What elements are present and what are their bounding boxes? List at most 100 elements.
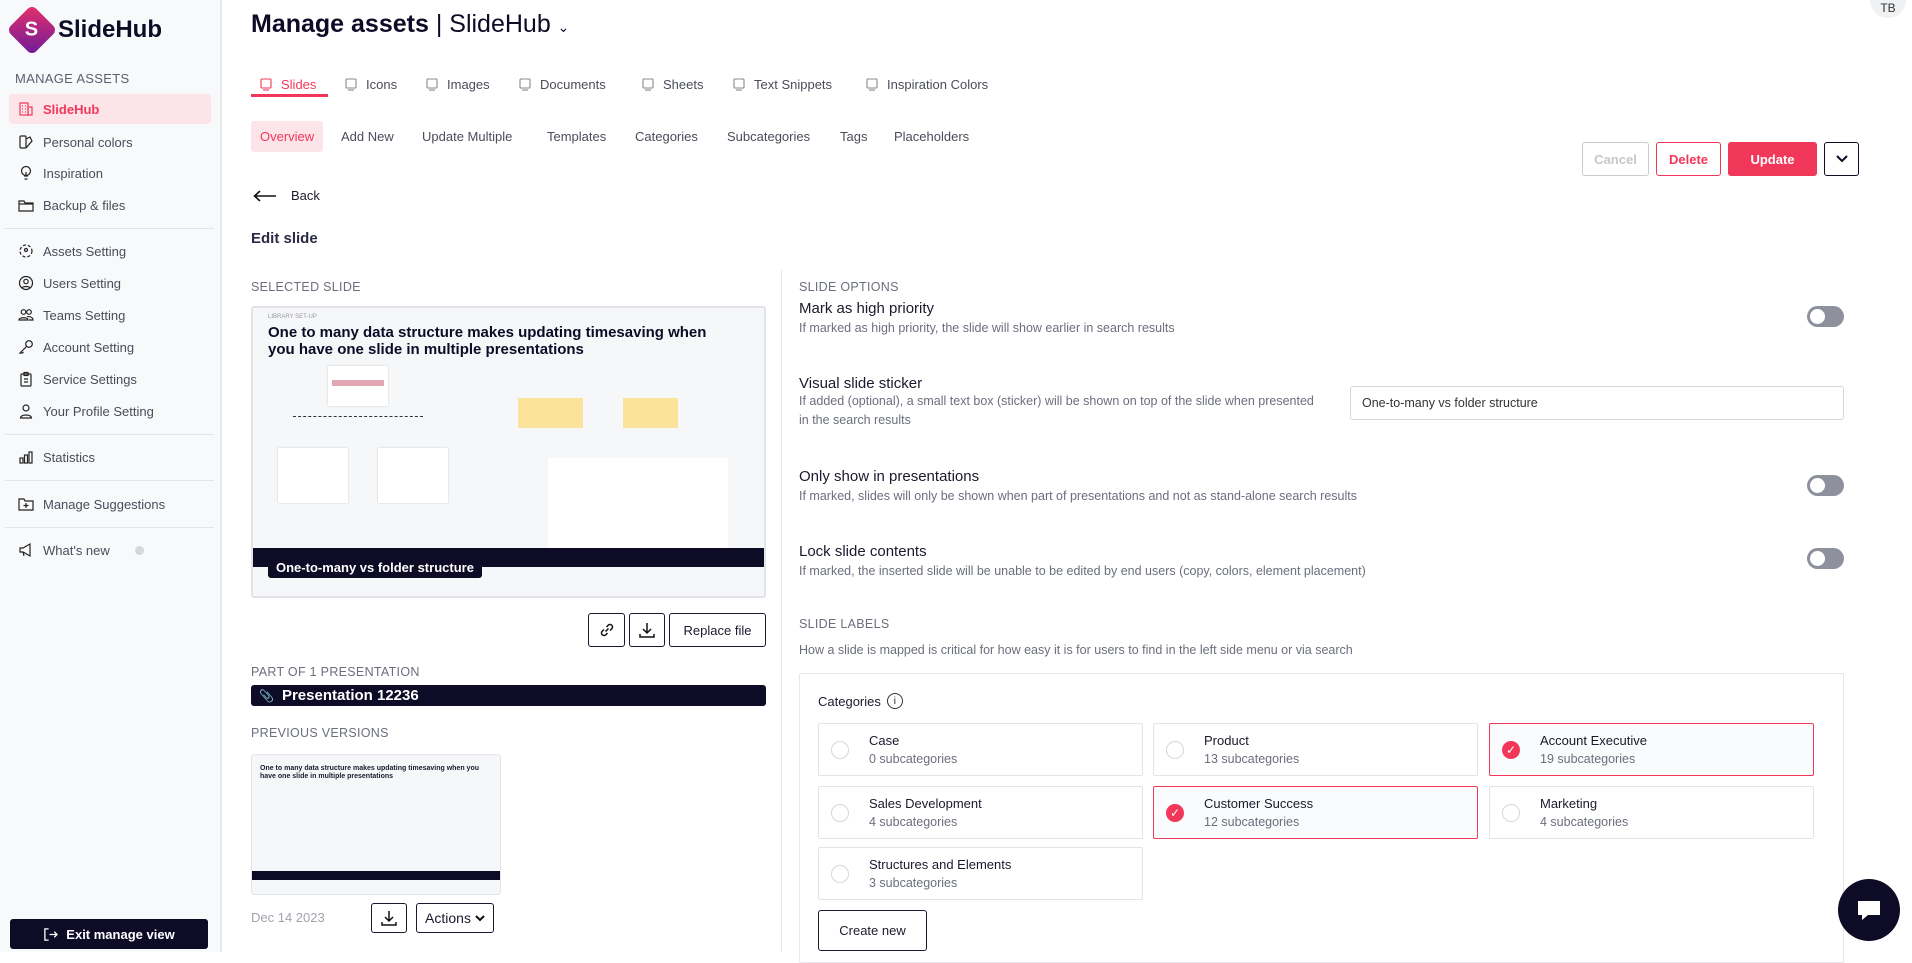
more-actions-button[interactable]	[1824, 142, 1859, 176]
category-card[interactable]: Product 13 subcategories	[1153, 723, 1478, 776]
sidebar: S SlideHub MANAGE ASSETS SlideHub Persona…	[0, 0, 222, 952]
section-title: MANAGE ASSETS	[15, 71, 130, 86]
option-description: If added (optional), a small text box (s…	[799, 394, 1314, 427]
subtab-add-new[interactable]: Add New	[341, 129, 394, 144]
arrow-left-icon	[253, 189, 276, 202]
sidebar-item-assets-setting[interactable]: Assets Setting	[9, 236, 211, 266]
previous-versions-label: PREVIOUS VERSIONS	[251, 726, 389, 740]
tab-sheets[interactable]: Sheets	[641, 72, 703, 96]
exit-manage-view-button[interactable]: Exit manage view	[10, 919, 208, 949]
presentation-link[interactable]: 📎 Presentation 12236	[251, 685, 766, 706]
high-priority-toggle[interactable]	[1807, 306, 1844, 327]
subtab-tags[interactable]: Tags	[840, 129, 868, 144]
subtab-subcategories[interactable]: Subcategories	[727, 129, 811, 144]
only-in-presentations-toggle[interactable]	[1807, 475, 1844, 496]
subtab-templates[interactable]: Templates	[547, 129, 607, 144]
category-card[interactable]: Sales Development 4 subcategories	[818, 786, 1143, 839]
lock-contents-toggle[interactable]	[1807, 548, 1844, 569]
user-icon	[19, 404, 33, 419]
slide-options-label: SLIDE OPTIONS	[799, 280, 899, 294]
slide-sticker: One-to-many vs folder structure	[268, 557, 482, 578]
building-icon	[19, 102, 33, 116]
palette-icon	[866, 78, 878, 91]
option-title: Mark as high priority	[799, 300, 935, 317]
subtab-placeholders[interactable]: Placeholders	[894, 129, 970, 144]
info-icon[interactable]: i	[886, 693, 903, 709]
sidebar-item-backup-files[interactable]: Backup & files	[9, 190, 211, 220]
option-title: Lock slide contents	[799, 543, 927, 560]
avatar[interactable]: TB	[1870, 0, 1906, 18]
create-category-button[interactable]: Create new	[818, 910, 927, 951]
radio-icon[interactable]	[1166, 741, 1184, 759]
checked-radio-icon[interactable]: ✓	[1166, 804, 1184, 822]
option-description: If marked, slides will only be shown whe…	[799, 489, 1357, 503]
radio-icon[interactable]	[831, 741, 849, 759]
sidebar-item-users-setting[interactable]: Users Setting	[9, 268, 211, 298]
sidebar-item-account-setting[interactable]: Account Setting	[9, 332, 211, 362]
replace-file-button[interactable]: Replace file	[669, 613, 766, 647]
sidebar-item-your-profile-setting[interactable]: Your Profile Setting	[9, 396, 211, 426]
option-title: Only show in presentations	[799, 468, 980, 485]
sidebar-item-teams-setting[interactable]: Teams Setting	[9, 300, 211, 330]
tab-documents[interactable]: Documents	[518, 72, 606, 96]
category-card[interactable]: Marketing 4 subcategories	[1489, 786, 1814, 839]
tab-images[interactable]: Images	[425, 72, 490, 96]
tab-inspiration-colors[interactable]: Inspiration Colors	[865, 72, 988, 96]
text-file-icon	[733, 78, 745, 91]
link-icon	[600, 623, 613, 637]
checked-radio-icon[interactable]: ✓	[1502, 741, 1520, 759]
radio-icon[interactable]	[831, 865, 849, 883]
logo-icon: S	[6, 4, 58, 56]
chat-button[interactable]	[1838, 879, 1900, 941]
user-circle-icon	[18, 275, 34, 291]
bar-chart-icon	[19, 451, 33, 464]
update-button[interactable]: Update	[1728, 142, 1817, 176]
version-download-button[interactable]	[371, 903, 407, 933]
exit-icon	[44, 927, 59, 941]
divider	[5, 480, 214, 481]
back-link[interactable]: Back	[253, 188, 320, 203]
category-card[interactable]: Structures and Elements 3 subcategories	[818, 847, 1143, 900]
sidebar-item-what-s-new[interactable]: What's new	[9, 535, 211, 565]
assets-icon	[19, 244, 33, 258]
categories-title: Categories i	[818, 693, 903, 709]
subtab-categories[interactable]: Categories	[635, 129, 698, 144]
divider	[5, 527, 214, 528]
workspace-selector[interactable]: SlideHub	[449, 10, 551, 38]
chevron-down-icon[interactable]: ⌄	[557, 19, 570, 35]
presentation-icon	[260, 78, 272, 91]
sidebar-item-slidehub[interactable]: SlideHub	[9, 94, 211, 124]
copy-link-button[interactable]	[588, 613, 625, 647]
subtab-overview[interactable]: Overview	[251, 121, 324, 152]
paperclip-icon: 📎	[259, 688, 274, 703]
logo-text: SlideHub	[58, 16, 163, 43]
cancel-button[interactable]: Cancel	[1582, 142, 1649, 176]
download-icon	[381, 911, 397, 926]
edit-slide-heading: Edit slide	[251, 230, 318, 247]
category-card[interactable]: Case 0 subcategories	[818, 723, 1143, 776]
previous-version-thumbnail[interactable]: One to many data structure makes updatin…	[251, 754, 501, 895]
selected-slide-label: SELECTED SLIDE	[251, 280, 361, 294]
download-button[interactable]	[629, 613, 665, 647]
sticker-input[interactable]	[1350, 386, 1844, 420]
tab-slides[interactable]: Slides	[259, 72, 316, 96]
sidebar-item-inspiration[interactable]: Inspiration	[9, 158, 211, 188]
radio-icon[interactable]	[831, 804, 849, 822]
tab-icons[interactable]: Icons	[344, 72, 397, 96]
slide-labels-description: How a slide is mapped is critical for ho…	[799, 643, 1353, 657]
category-card[interactable]: ✓ Account Executive 19 subcategories	[1489, 723, 1814, 776]
palette-icon	[19, 135, 33, 149]
delete-button[interactable]: Delete	[1656, 142, 1721, 176]
sidebar-item-personal-colors[interactable]: Personal colors	[9, 127, 211, 157]
category-card[interactable]: ✓ Customer Success 12 subcategories	[1153, 786, 1478, 839]
sidebar-item-manage-suggestions[interactable]: Manage Suggestions	[9, 489, 211, 519]
sidebar-item-statistics[interactable]: Statistics	[9, 442, 211, 472]
sidebar-item-service-settings[interactable]: Service Settings	[9, 364, 211, 394]
logo[interactable]: S SlideHub	[6, 4, 163, 56]
radio-icon[interactable]	[1502, 804, 1520, 822]
version-actions-dropdown[interactable]: Actions	[416, 903, 494, 933]
selected-slide-preview[interactable]: LIBRARY SET-UP One to many data structur…	[251, 306, 766, 598]
copy-icon	[345, 78, 357, 91]
tab-text-snippets[interactable]: Text Snippets	[732, 72, 832, 96]
subtab-update-multiple[interactable]: Update Multiple	[422, 129, 513, 144]
